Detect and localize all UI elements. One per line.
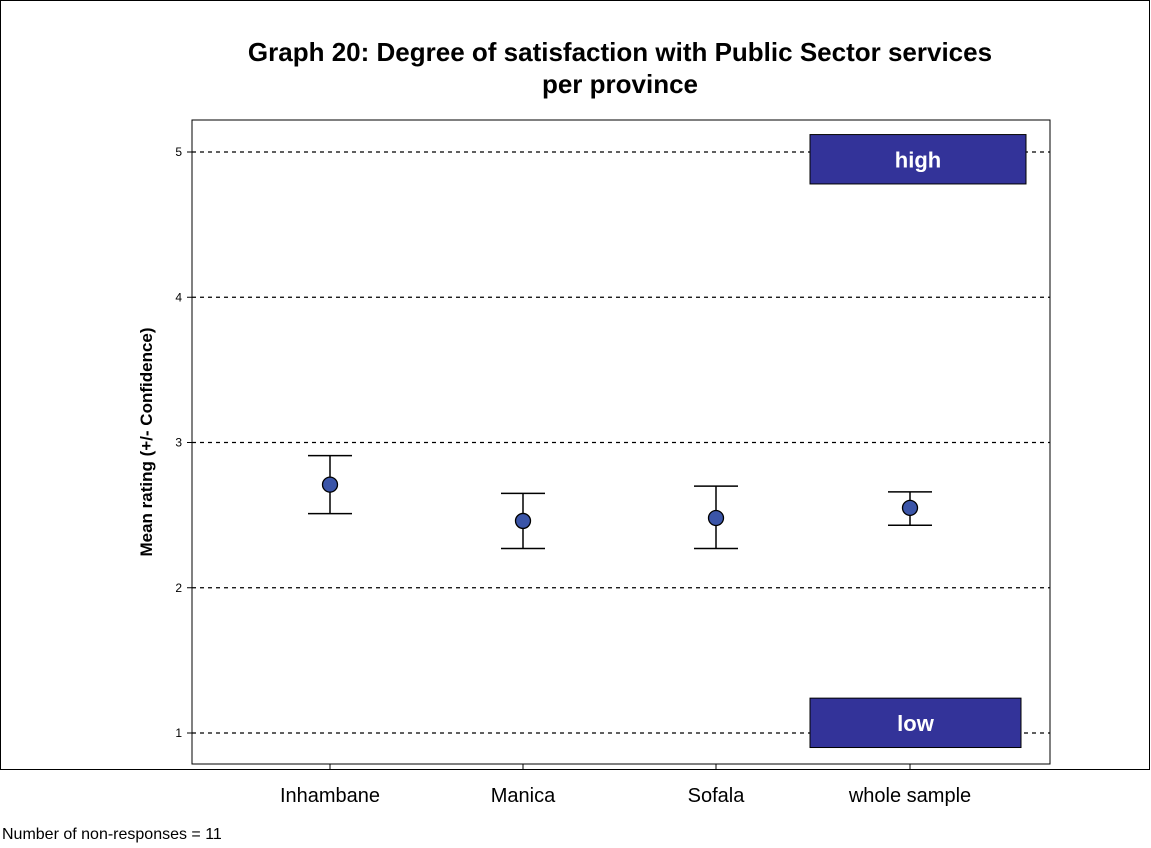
y-tick-label: 2 [175,581,182,595]
gridlines [192,151,1050,734]
chart-title-line2: per province [541,69,699,99]
x-tick-label: whole sample [848,785,971,807]
y-axis-title: Mean rating (+/- Confidence) [137,327,156,556]
chart-frame [0,0,1150,770]
y-axis: 1 2 3 4 5 [175,145,192,740]
x-axis: Inhambane Manica Sofala whole sample [280,764,971,807]
chart-title-line1: Graph 20: Degree of satisfaction with Pu… [247,37,993,67]
x-tick-label: Sofala [688,785,746,807]
mean-point [321,476,339,493]
y-tick-label: 3 [175,436,182,450]
region-box-low [809,697,1022,749]
region-box-high [809,134,1027,185]
footnote: Number of non-responses = 11 [2,826,222,843]
y-tick-label: 5 [175,145,182,159]
x-tick-label: Inhambane [280,785,380,807]
y-tick-label: 1 [175,726,182,740]
chart-title: Graph 20: Degree of satisfaction with Pu… [120,36,1120,100]
mean-point [901,499,919,517]
x-tick-label: Manica [491,785,556,807]
mean-point [707,509,725,527]
y-tick-label: 4 [175,290,182,304]
data-marks [308,454,932,550]
region-label-low: low [897,711,935,736]
region-labels: high low [809,134,1027,749]
mean-point [514,512,532,530]
region-label-high: high [895,147,941,172]
